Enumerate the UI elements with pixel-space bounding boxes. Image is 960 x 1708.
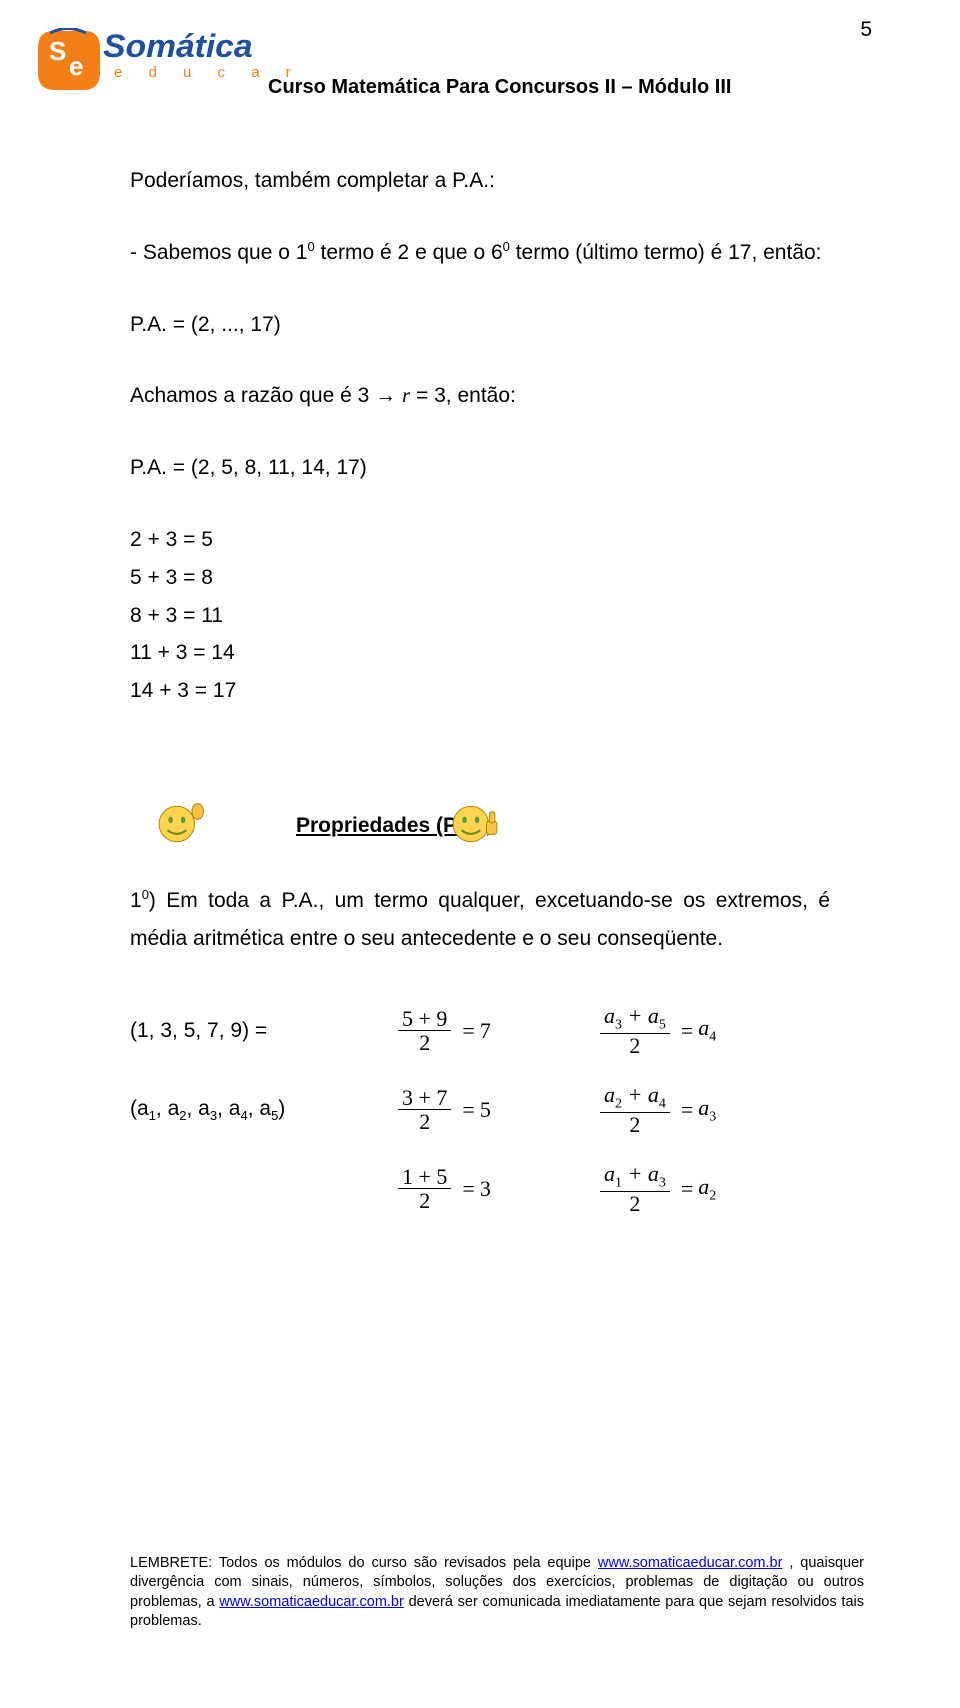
course-title: Curso Matemática Para Concursos II – Mód… xyxy=(268,76,731,99)
arithmetic-line: 14 + 3 = 17 xyxy=(130,672,830,710)
footer-text: LEMBRETE: Todos os módulos do curso são … xyxy=(130,1555,598,1571)
fraction-numeric: 1 + 52 = 3 xyxy=(392,1165,594,1212)
equation-block: (1, 3, 5, 7, 9) = 5 + 92 = 7 a3 + a52 = … xyxy=(130,1004,830,1242)
result: 7 xyxy=(480,1018,491,1044)
denominator: 2 xyxy=(398,1030,451,1054)
footer-disclaimer: LEMBRETE: Todos os módulos do curso são … xyxy=(130,1554,864,1632)
general-set: (a1, a2, a3, a4, a5) xyxy=(130,1097,392,1123)
result-symbol: a3 xyxy=(698,1095,716,1125)
result-symbol: a2 xyxy=(698,1174,716,1204)
example-set: (1, 3, 5, 7, 9) = xyxy=(130,1019,392,1043)
superscript: 0 xyxy=(142,887,149,902)
result: 3 xyxy=(480,1176,491,1202)
svg-text:e: e xyxy=(69,51,83,81)
text: Achamos a razão que é 3 → xyxy=(130,384,402,407)
arithmetic-line: 5 + 3 = 8 xyxy=(130,559,830,597)
logo-se-icon: S e xyxy=(38,28,100,90)
paragraph: Poderíamos, também completar a P.A.: xyxy=(130,162,830,200)
smiley-right xyxy=(450,802,500,851)
fraction-numeric: 5 + 92 = 7 xyxy=(392,1007,594,1054)
page-header: S e Somática e d u c a r xyxy=(38,28,302,90)
text: 1 xyxy=(130,889,142,912)
equation-row: 1 + 52 = 3 a1 + a32 = a2 xyxy=(130,1162,830,1215)
page-number: 5 xyxy=(860,18,872,42)
numerator: 3 + 7 xyxy=(398,1086,451,1109)
numerator: 1 + 5 xyxy=(398,1165,451,1188)
paragraph: - Sabemos que o 10 termo é 2 e que o 60 … xyxy=(130,234,830,272)
document-body: Poderíamos, também completar a P.A.: - S… xyxy=(130,162,830,736)
equals: = xyxy=(681,1097,693,1123)
property-paragraph: 10) Em toda a P.A., um termo qualquer, e… xyxy=(130,882,830,958)
fraction-symbolic: a3 + a52 = a4 xyxy=(594,1004,716,1057)
brand-name: Somática xyxy=(103,30,306,62)
equation-row: (a1, a2, a3, a4, a5) 3 + 72 = 5 a2 + a42… xyxy=(130,1083,830,1136)
equation-row: (1, 3, 5, 7, 9) = 5 + 92 = 7 a3 + a52 = … xyxy=(130,1004,830,1057)
result: 5 xyxy=(480,1097,491,1123)
superscript: 0 xyxy=(307,239,314,254)
footer-link[interactable]: www.somaticaeducar.com.br xyxy=(219,1594,404,1610)
superscript: 0 xyxy=(503,239,510,254)
arithmetic-line: 8 + 3 = 11 xyxy=(130,597,830,635)
text: - Sabemos que o 1 xyxy=(130,241,307,264)
equation-line: P.A. = (2, 5, 8, 11, 14, 17) xyxy=(130,449,830,487)
denominator: 2 xyxy=(398,1188,451,1212)
equation-line: P.A. = (2, ..., 17) xyxy=(130,306,830,344)
text: termo é 2 e que o 6 xyxy=(315,241,503,264)
text: ) Em toda a P.A., um termo qualquer, exc… xyxy=(130,889,830,950)
fraction-numeric: 3 + 72 = 5 xyxy=(392,1086,594,1133)
variable-r: r xyxy=(402,383,410,407)
svg-text:S: S xyxy=(49,36,66,66)
equals: = xyxy=(681,1176,693,1202)
equals: = xyxy=(681,1018,693,1044)
text: termo (último termo) é 17, então: xyxy=(510,241,822,264)
logo-text: Somática e d u c a r xyxy=(108,30,302,81)
fraction-symbolic: a2 + a42 = a3 xyxy=(594,1083,716,1136)
equals: = xyxy=(462,1097,474,1123)
smiley-left xyxy=(156,802,206,851)
equals: = xyxy=(462,1176,474,1202)
paragraph: Achamos a razão que é 3 → r = 3, então: xyxy=(130,377,830,415)
arithmetic-line: 11 + 3 = 14 xyxy=(130,634,830,672)
result-symbol: a4 xyxy=(698,1015,716,1045)
fraction-symbolic: a1 + a32 = a2 xyxy=(594,1162,716,1215)
text: = 3, então: xyxy=(410,384,516,407)
footer-link[interactable]: www.somaticaeducar.com.br xyxy=(598,1555,783,1571)
equals: = xyxy=(462,1018,474,1044)
denominator: 2 xyxy=(398,1109,451,1133)
arithmetic-line: 2 + 3 = 5 xyxy=(130,521,830,559)
numerator: 5 + 9 xyxy=(398,1007,451,1030)
